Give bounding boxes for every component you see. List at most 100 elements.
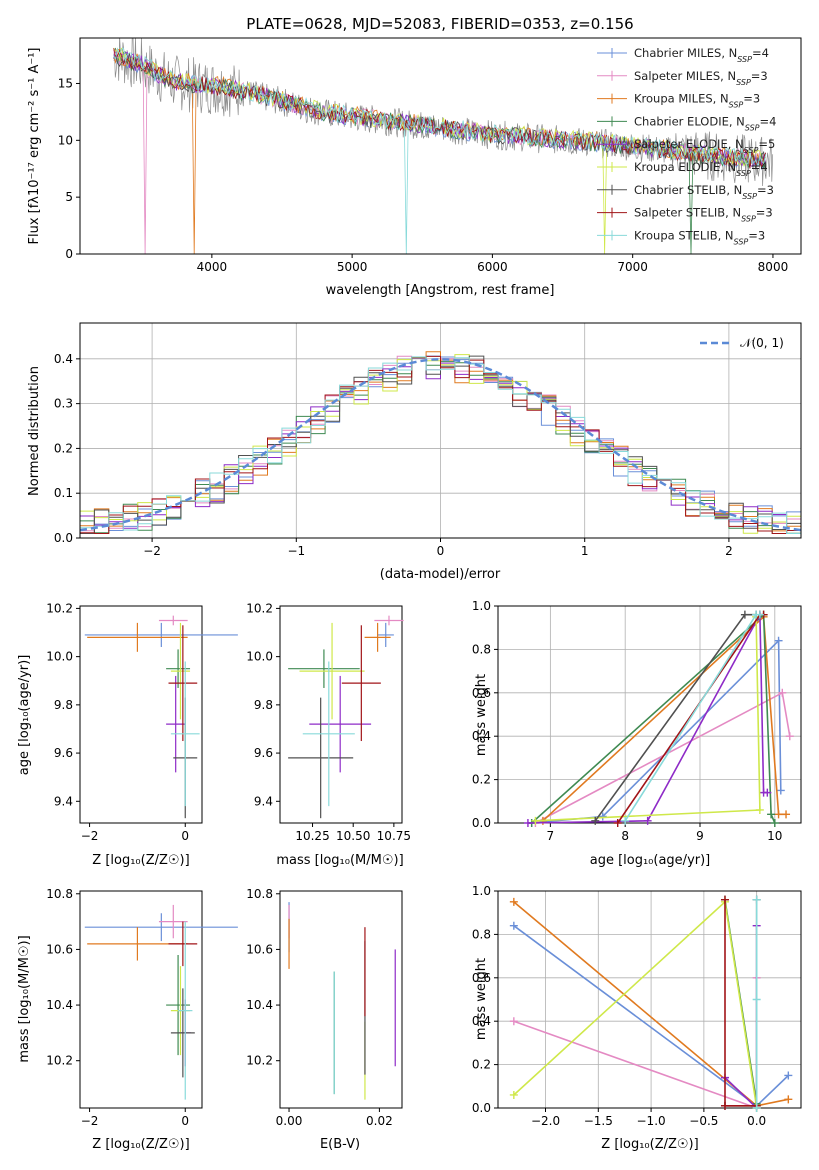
mass-ebv-xlabel: E(B-V) [320,1137,360,1152]
mass-ebv-ytick-label: 10.8 [246,887,273,901]
age-mass-ytick-label: 10.2 [246,601,273,615]
age-z-frame [79,605,203,824]
residual-histograms [79,351,802,534]
legend-sub: SSP [742,191,757,200]
residual-ytick-label: 0.2 [54,441,73,455]
spectrum-xtick-label: 8000 [758,260,789,274]
weight-age-marker-salpeter-miles [785,732,794,741]
weight-age-frame [497,605,802,824]
weight-age-ytick-label: 0.0 [472,816,491,830]
weight-age-marker-chabrier-miles [774,636,783,645]
age-mass-ytick-label: 9.6 [254,746,273,760]
residual-xtick-label: 0 [437,544,445,558]
weight-age-ytick-label: 0.8 [472,642,491,656]
weight-z-xtick-label: −1.5 [584,1114,613,1128]
mass-z-ytick-label: 10.4 [46,998,73,1012]
mass-ebv-ytick-label: 10.4 [246,998,273,1012]
weight-z-ytick-label: 0.2 [472,1058,491,1072]
mass-vs-ebv-panel: E(B-V) 0.00 0.02 10.2 10.4 10.6 10.8 [246,887,403,1152]
legend-label-kroupa-elodie: Kroupa ELODIE, NSSP=4 [634,160,768,178]
weight-age-marker-chabrier-stelib [591,816,600,825]
legend-label-kroupa-stelib: Kroupa STELIB, NSSP=3 [634,228,765,246]
age-z-xtick-label: 0 [181,829,189,843]
age-mass-frame [279,605,403,824]
weight-age-marker-kroupa-miles [782,810,791,819]
weight-z-ytick-label: 1.0 [472,884,491,898]
mass-ebv-frame [279,890,403,1109]
weight-z-ticks: −2.0 −1.5 −1.0 −0.5 0.0 0.0 0.2 0.4 0.6 0.8 1.0 [472,884,801,1128]
weight-z-marker-salpeter-stelib [720,1101,729,1110]
weight-age-xlabel: age [log₁₀(age/yr)] [590,853,711,868]
weight-age-marker-chabrier-elodie [767,810,776,819]
weight-age-marker-kroupa-stelib [621,816,630,825]
legend-sub: SSP [729,100,744,109]
weight-age-marker-salpeter-stelib [613,819,622,827]
weight-age-xtick-label: 10 [767,829,782,843]
age-z-ytick-label: 9.4 [54,794,73,808]
residual-ticks: −2 −1 0 1 2 0.0 0.1 0.2 0.3 0.4 [54,352,733,558]
spectrum-xtick-label: 4000 [197,260,228,274]
weight-z-marker-chabrier-miles [509,921,518,930]
age-mass-xtick-label: 10.25 [295,829,329,843]
age-mass-xlabel: mass [log₁₀(M/M☉)] [276,853,403,868]
age-z-ytick-label: 10.0 [46,650,73,664]
spectrum-ytick-label: 15 [58,76,73,90]
age-mass-ytick-label: 9.4 [254,794,273,808]
weight-z-xtick-label: −1.0 [637,1114,666,1128]
age-mass-ytick-label: 9.8 [254,698,273,712]
residual-xtick-label: 1 [581,544,589,558]
hist-kroupa-stelib [80,356,801,534]
weight-age-marker-chabrier-miles [776,786,785,795]
normal-legend-label: 𝒩(0, 1) [740,336,784,350]
spectrum-lines [113,38,774,254]
weight-z-ylabel: mass weight [474,958,489,1040]
legend-sub: SSP [734,237,749,246]
legend-label-chabrier-stelib: Chabrier STELIB, NSSP=3 [634,183,774,201]
weight-age-marker-chabrier-stelib [740,610,749,619]
fit-salpeter-stelib [113,48,767,169]
weight-z-marker-salpeter-stelib [720,895,729,904]
spectrum-xlabel: wavelength [Angstrom, rest frame] [326,283,555,298]
weight-z-ytick-label: 0.0 [472,1101,491,1115]
weight-z-ytick-label: 0.4 [472,1014,491,1028]
weight-z-marker-kroupa-elodie [509,1090,518,1099]
mass-z-xtick-label: −2 [81,1114,99,1128]
mass-ebv-ytick-label: 10.2 [246,1054,273,1068]
mass-z-ylabel: mass [log₁₀(M/M☉)] [17,935,32,1062]
residual-ylabel: Normed distribution [27,366,42,496]
weight-age-marker-kroupa-elodie [531,816,540,825]
hist-salpeter-stelib [80,355,801,534]
legend-sub: SSP [736,77,751,86]
fit-kroupa-stelib [113,47,767,254]
spectrum-ytick-label: 10 [58,133,73,147]
weight-z-marker-salpeter-miles [509,1017,518,1026]
spectrum-fits [113,38,774,254]
residual-ytick-label: 0.0 [54,531,73,545]
mass-z-xtick-label: 0 [181,1114,189,1128]
weight-age-marker-kroupa-miles [774,810,783,819]
legend-sub: SSP [736,169,751,178]
weight-z-marker-kroupa-stelib [752,895,761,904]
weight-age-marker-chabrier-elodie [770,819,779,827]
spectrum-ylabel: Flux [fλ10⁻¹⁷ erg cm⁻² s⁻¹ A⁻¹] [27,48,42,245]
weight-age-marker-kroupa-stelib [755,610,764,619]
mass-ebv-xtick-label: 0.02 [366,1114,393,1128]
age-mass-ytick-label: 10.0 [246,650,273,664]
mass-ebv-ytick-label: 10.6 [246,942,273,956]
age-mass-xtick-label: 10.50 [336,829,370,843]
spectrum-xtick-label: 5000 [337,260,368,274]
residual-ytick-label: 0.4 [54,352,73,366]
weight-age-xtick-label: 9 [696,829,704,843]
weight-z-marker-kroupa-miles [509,897,518,906]
weight-age-ytick-label: 0.6 [472,686,491,700]
fit-chabrier-stelib [113,52,767,170]
residual-panel: −2 −1 0 1 2 0.0 0.1 0.2 0.3 0.4 𝒩(0, 1) (data-mod… [27,322,802,582]
legend-sub: SSP [744,146,759,155]
residual-legend: 𝒩(0, 1) [700,336,784,350]
weight-age-marker-salpeter-elodie [763,788,772,797]
weight-age-xtick-label: 8 [621,829,629,843]
weight-z-frame [497,890,802,1109]
spectrum-ytick-label: 5 [65,190,73,204]
age-z-ytick-label: 9.8 [54,698,73,712]
